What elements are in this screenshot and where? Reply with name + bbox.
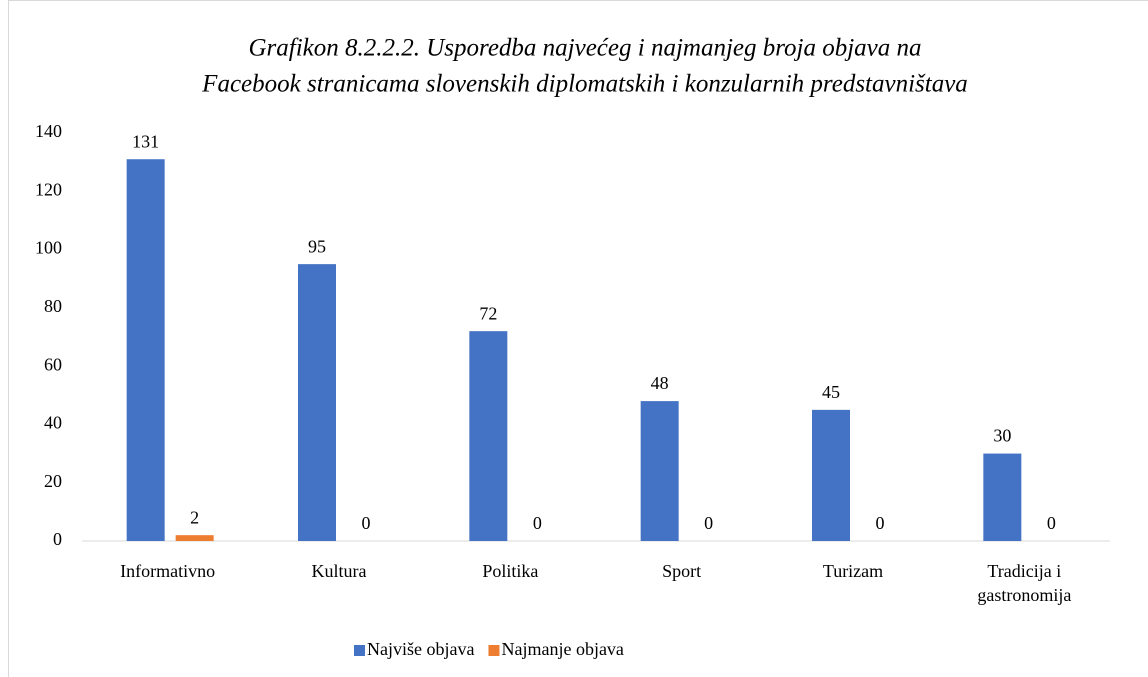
data-label: 48 bbox=[651, 373, 669, 393]
data-label: 95 bbox=[308, 236, 326, 256]
y-tick-label: 20 bbox=[44, 471, 62, 491]
y-tick-label: 140 bbox=[35, 121, 62, 141]
chart-title: Grafikon 8.2.2.2. Usporedba najvećeg i n… bbox=[248, 35, 921, 62]
x-tick-label: Politika bbox=[482, 561, 538, 581]
x-tick-label: Kultura bbox=[312, 561, 367, 581]
bar bbox=[298, 264, 336, 541]
legend-label: Najmanje objava bbox=[501, 639, 623, 659]
x-tick-label: Sport bbox=[662, 561, 701, 581]
y-tick-label: 80 bbox=[44, 296, 62, 316]
bar bbox=[812, 409, 850, 541]
data-label: 0 bbox=[704, 513, 713, 533]
data-label: 0 bbox=[1047, 513, 1056, 533]
x-tick-label: Informativno bbox=[120, 561, 215, 581]
chart-frame bbox=[8, 0, 1148, 677]
y-tick-label: 60 bbox=[44, 354, 62, 374]
bar bbox=[126, 159, 165, 541]
data-label: 2 bbox=[190, 507, 199, 527]
legend-label: Najviše objava bbox=[367, 639, 474, 659]
data-label: 72 bbox=[479, 303, 497, 323]
chart-title: Facebook stranicama slovenskih diplomats… bbox=[201, 71, 968, 98]
data-label: 45 bbox=[822, 382, 840, 402]
data-label: 30 bbox=[993, 426, 1011, 446]
x-tick-label: Turizam bbox=[823, 561, 883, 581]
bar bbox=[175, 535, 214, 541]
x-tick-label: Tradicija i gastronomija bbox=[977, 561, 1071, 605]
bar bbox=[469, 331, 508, 541]
y-tick-label: 0 bbox=[53, 529, 62, 549]
legend-swatch bbox=[354, 645, 365, 656]
data-label: 0 bbox=[533, 513, 542, 533]
y-tick-label: 120 bbox=[35, 179, 62, 199]
bar bbox=[640, 401, 679, 541]
y-tick-label: 40 bbox=[44, 413, 62, 433]
data-label: 131 bbox=[132, 131, 159, 151]
bar bbox=[983, 453, 1022, 541]
y-tick-label: 100 bbox=[35, 238, 62, 258]
legend-swatch bbox=[488, 645, 500, 656]
data-label: 0 bbox=[876, 513, 885, 533]
data-label: 0 bbox=[362, 513, 371, 533]
